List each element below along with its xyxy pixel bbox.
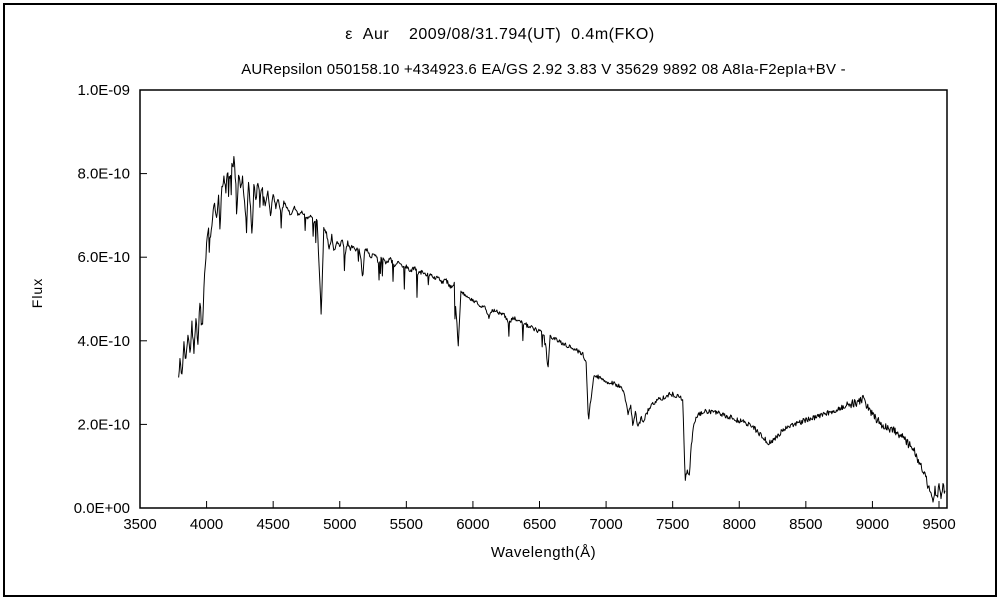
x-tick-label: 3500 [123,516,156,533]
y-tick-label: 1.0E-09 [77,82,130,99]
x-tick-label: 8500 [789,516,822,533]
y-tick-label: 0.0E+00 [74,500,130,517]
x-tick-label: 9500 [922,516,955,533]
chart-title: ε Aur 2009/08/31.794(UT) 0.4m(FKO) [345,26,655,43]
x-tick-label: 8000 [723,516,756,533]
x-tick-label: 5000 [323,516,356,533]
plot-area [139,89,948,509]
x-axis-label: Wavelength(Å) [490,544,597,561]
x-tick-label: 7500 [656,516,689,533]
x-tick-label: 4500 [256,516,289,533]
y-tick-label: 4.0E-10 [77,333,130,350]
chart-subtitle: AURepsilon 050158.10 +434923.6 EA/GS 2.9… [241,61,846,78]
y-tick-label: 2.0E-10 [77,416,130,433]
y-tick-label: 8.0E-10 [77,166,130,183]
y-tick-label: 6.0E-10 [77,249,130,266]
x-tick-label: 4000 [190,516,223,533]
x-tick-label: 9000 [856,516,889,533]
x-tick-label: 7000 [589,516,622,533]
x-tick-label: 6500 [523,516,556,533]
x-tick-label: 6000 [456,516,489,533]
x-tick-label: 5500 [390,516,423,533]
spectrum-line [178,156,946,503]
